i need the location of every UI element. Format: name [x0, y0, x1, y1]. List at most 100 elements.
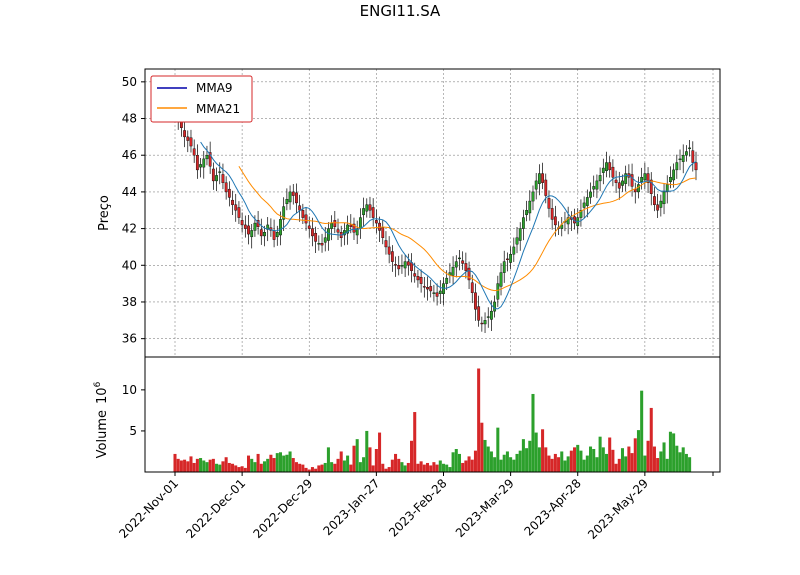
candle	[211, 162, 215, 190]
volume-bar	[441, 463, 446, 472]
candle-body	[320, 243, 324, 246]
candle	[461, 251, 465, 270]
candle-body	[311, 228, 314, 237]
volume-bar	[333, 463, 337, 472]
volume-bar	[416, 463, 420, 472]
candle	[205, 145, 209, 166]
candle	[566, 206, 570, 235]
volume-bar	[342, 460, 346, 472]
candle	[541, 162, 544, 190]
candle-body	[672, 169, 676, 181]
volume-bar	[544, 447, 548, 472]
candle	[675, 154, 679, 179]
candle-body	[653, 196, 656, 205]
candle	[317, 235, 321, 251]
candle	[621, 174, 624, 192]
candle-body	[451, 266, 455, 276]
candle	[470, 274, 474, 304]
candle-body	[496, 283, 500, 300]
volume-bar	[368, 447, 372, 472]
candle-body	[195, 155, 199, 171]
candle-body	[445, 277, 449, 284]
volume-bar	[643, 455, 647, 472]
legend: MMA9 MMA21	[150, 75, 253, 123]
candle-body	[394, 264, 397, 266]
volume-bar	[275, 453, 279, 472]
candle	[279, 211, 282, 246]
candle-body	[384, 240, 388, 248]
candle-body	[247, 225, 250, 235]
x-tick-label: 2022-Dec-01	[183, 476, 248, 541]
candle	[573, 208, 576, 230]
candle	[509, 246, 513, 269]
candle-body	[218, 171, 222, 173]
candle-body	[413, 273, 417, 277]
volume-bar	[288, 451, 292, 472]
volume-bars	[173, 368, 692, 472]
candle	[442, 277, 445, 306]
volume-bar	[400, 462, 404, 472]
candle-body	[595, 180, 599, 190]
volume-bar	[208, 459, 212, 472]
candle	[327, 222, 330, 251]
candle	[518, 222, 522, 251]
volume-bar	[595, 457, 599, 472]
candle	[282, 197, 286, 231]
volume-bar	[272, 458, 276, 472]
candle-body	[282, 206, 286, 220]
volume-bar	[451, 452, 455, 472]
candle	[678, 149, 682, 171]
volume-bar	[336, 458, 340, 472]
candle	[381, 219, 385, 245]
volume-bar	[323, 462, 327, 472]
candle-body	[541, 173, 544, 183]
candle-body	[368, 204, 372, 211]
volume-bar	[397, 458, 401, 472]
candle-body	[291, 191, 295, 196]
volume-bar	[304, 467, 308, 472]
candle-body	[506, 258, 509, 260]
candle	[234, 193, 238, 222]
candle	[582, 196, 586, 218]
candle	[314, 226, 318, 253]
volume-bar	[326, 447, 330, 472]
candle	[643, 162, 647, 189]
candle-body	[390, 251, 394, 262]
volume-bar	[611, 449, 615, 472]
candle-body	[438, 290, 442, 294]
volume-bar	[486, 446, 490, 472]
candle-body	[211, 168, 215, 182]
candle	[547, 190, 551, 218]
volume-bar	[675, 445, 679, 472]
volume-bar	[250, 458, 254, 472]
candle-body	[649, 179, 653, 194]
candle	[467, 261, 471, 289]
volume-bar	[566, 456, 570, 472]
candle	[224, 176, 228, 200]
volume-bar	[537, 447, 541, 472]
candle-body	[426, 287, 429, 290]
candle	[614, 170, 618, 194]
candle	[247, 215, 250, 245]
volume-bar	[560, 451, 564, 472]
volume-bar	[627, 446, 631, 472]
volume-bar	[189, 456, 193, 472]
candle-body	[215, 175, 218, 182]
candle-body	[480, 322, 484, 325]
candle	[384, 231, 388, 255]
volume-bar	[432, 462, 436, 472]
candle-body	[483, 320, 487, 325]
candle	[378, 216, 381, 242]
candle	[365, 198, 369, 218]
candle	[186, 130, 190, 153]
chart-title: ENGI11.SA	[360, 2, 441, 20]
candle-body	[601, 167, 605, 173]
candle	[371, 198, 375, 227]
price-y-ticks: 36 38 40 42 44 46 48 50	[122, 75, 145, 346]
volume-bar	[470, 459, 474, 472]
candle-body	[227, 188, 231, 198]
volume-bar	[183, 459, 187, 472]
candle-body	[614, 179, 618, 183]
candle	[653, 187, 656, 212]
candle-body	[400, 265, 404, 267]
